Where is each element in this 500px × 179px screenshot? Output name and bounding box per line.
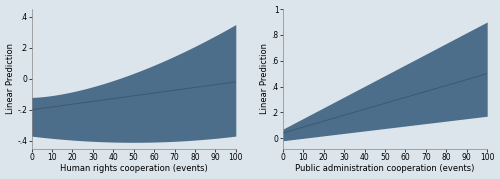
X-axis label: Public administration cooperation (events): Public administration cooperation (event…	[296, 165, 474, 173]
X-axis label: Human rights cooperation (events): Human rights cooperation (events)	[60, 165, 208, 173]
Y-axis label: Linear Prediction: Linear Prediction	[6, 43, 15, 114]
Y-axis label: Linear Prediction: Linear Prediction	[260, 43, 268, 114]
